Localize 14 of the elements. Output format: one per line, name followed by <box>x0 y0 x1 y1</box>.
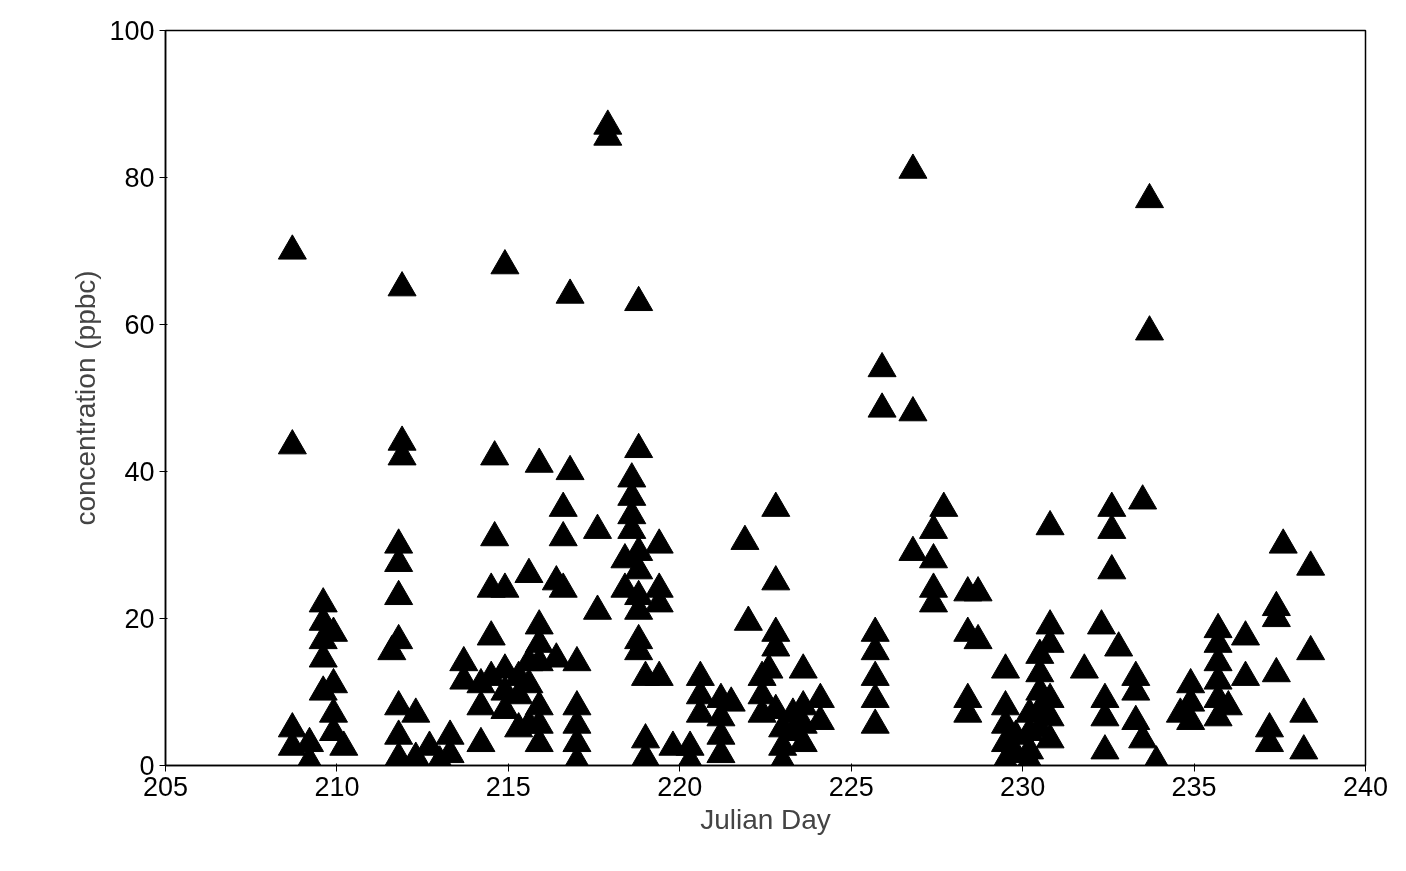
y-tick-label: 80 <box>124 163 155 193</box>
y-axis-title: concentration (ppbc) <box>70 270 102 526</box>
x-tick-label: 230 <box>1000 771 1046 802</box>
y-tick-label: 60 <box>124 310 155 340</box>
y-tick-label: 100 <box>109 16 155 46</box>
x-tick-label: 225 <box>828 771 874 802</box>
x-tick-label: 240 <box>1342 771 1389 802</box>
x-tick-label: 235 <box>1171 771 1217 802</box>
y-tick-label: 40 <box>124 457 155 487</box>
x-axis-title: Julian Day <box>700 803 831 835</box>
x-tick-label: 215 <box>485 771 531 802</box>
x-tick-label: 210 <box>314 771 360 802</box>
x-tick-label: 220 <box>657 771 703 802</box>
y-tick-label: 20 <box>124 604 155 634</box>
